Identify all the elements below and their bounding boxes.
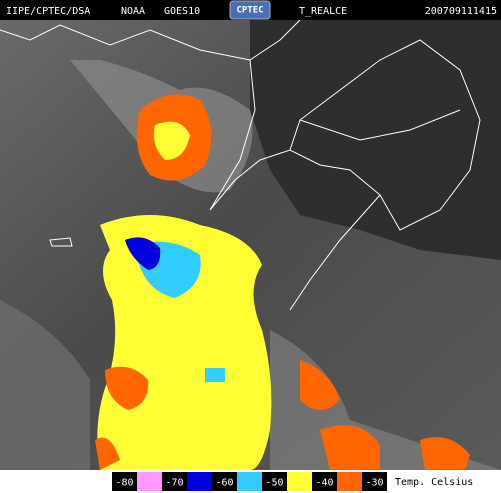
cloud-top-yellow: [153, 121, 190, 160]
legend-label: -30: [365, 478, 383, 489]
cloud-top-orange: [320, 425, 380, 470]
coastline: [0, 19, 481, 311]
product: T_REALCE: [299, 6, 347, 17]
legend-label-box: [162, 472, 187, 491]
legend-swatch: [287, 472, 312, 491]
source: IIPE/CPTEC/DSA: [6, 6, 90, 17]
legend-unit: Temp. Celsius: [395, 477, 473, 488]
legend-label: -60: [215, 478, 233, 489]
legend-swatch: [237, 472, 262, 491]
logo-box: [229, 0, 271, 20]
cloud-top-orange: [105, 366, 149, 410]
timestamp: 200709111415: [425, 6, 497, 17]
cloud-top-yellow: [97, 215, 272, 470]
legend-swatch: [187, 472, 212, 491]
legend-label-box: [212, 472, 237, 491]
cloud-gray: [0, 300, 90, 470]
legend-label: -70: [165, 478, 183, 489]
cloud-top-cyan: [205, 368, 225, 382]
legend-label-box: [112, 472, 137, 491]
cloud-top-orange: [420, 437, 470, 470]
legend-label: -80: [115, 478, 133, 489]
legend-label-box: [312, 472, 337, 491]
cloud-top-orange: [300, 360, 340, 410]
cloud-top-blue: [125, 237, 161, 270]
legend-label-box: [262, 472, 287, 491]
legend-label: -50: [265, 478, 283, 489]
legend-swatch: [337, 472, 362, 491]
satellite: GOES10: [164, 6, 200, 17]
agency: NOAA: [121, 6, 145, 17]
legend-label-box: [362, 472, 387, 491]
legend-swatch: [137, 472, 162, 491]
legend: -80 -70 -60 -50 -40 -30: [112, 472, 387, 491]
logo: CPTEC: [236, 6, 263, 16]
land-dark: [250, 20, 501, 260]
cloud-top-orange: [95, 437, 120, 470]
legend-label: -40: [315, 478, 333, 489]
